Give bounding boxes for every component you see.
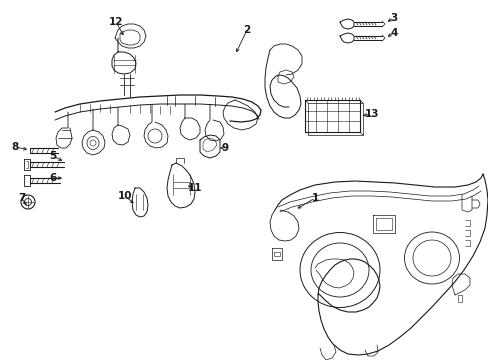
Text: 3: 3 (389, 13, 397, 23)
Text: 1: 1 (311, 193, 318, 203)
Text: 2: 2 (243, 25, 250, 35)
Text: 10: 10 (118, 191, 132, 201)
Text: 4: 4 (389, 28, 397, 38)
Text: 11: 11 (187, 183, 202, 193)
Text: 6: 6 (49, 173, 57, 183)
Text: 5: 5 (49, 151, 57, 161)
Text: 9: 9 (221, 143, 228, 153)
Text: 7: 7 (18, 193, 26, 203)
Text: 13: 13 (364, 109, 379, 119)
Text: 12: 12 (108, 17, 123, 27)
Text: 8: 8 (11, 142, 19, 152)
